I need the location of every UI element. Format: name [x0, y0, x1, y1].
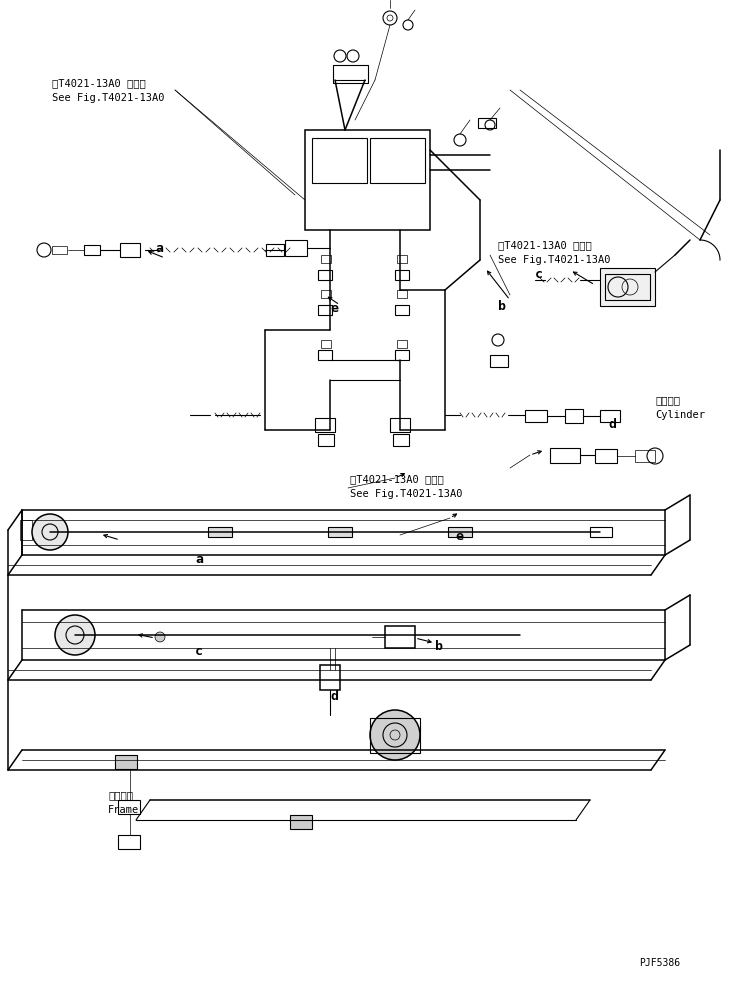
- Bar: [478, 118, 496, 128]
- Bar: [393, 434, 409, 446]
- Bar: [118, 800, 140, 814]
- Circle shape: [155, 632, 165, 642]
- Bar: [635, 450, 655, 462]
- Bar: [328, 527, 352, 537]
- Bar: [285, 240, 307, 256]
- Text: See Fig.T4021-13A0: See Fig.T4021-13A0: [350, 489, 462, 499]
- Bar: [550, 448, 580, 463]
- Text: a: a: [155, 242, 163, 255]
- Text: d: d: [608, 418, 616, 431]
- Bar: [333, 65, 368, 83]
- Text: c: c: [535, 268, 543, 281]
- Text: b: b: [498, 300, 506, 313]
- Bar: [600, 410, 620, 422]
- Text: e: e: [330, 302, 338, 315]
- Bar: [52, 246, 67, 254]
- Bar: [565, 409, 583, 423]
- Bar: [321, 290, 331, 298]
- Bar: [318, 434, 334, 446]
- Bar: [600, 268, 655, 306]
- Bar: [118, 835, 140, 849]
- Text: シリンダ: シリンダ: [655, 395, 680, 405]
- Text: e: e: [455, 530, 463, 543]
- Text: Frame: Frame: [108, 805, 139, 815]
- Text: PJF5386: PJF5386: [639, 958, 680, 968]
- Bar: [397, 340, 407, 348]
- Bar: [395, 305, 409, 315]
- Bar: [305, 130, 430, 230]
- Bar: [312, 138, 367, 183]
- Bar: [390, 418, 410, 432]
- Bar: [120, 243, 140, 257]
- Bar: [321, 255, 331, 263]
- Bar: [115, 755, 137, 769]
- Bar: [318, 270, 332, 280]
- Bar: [318, 305, 332, 315]
- Text: a: a: [195, 553, 203, 566]
- Circle shape: [55, 615, 95, 655]
- Bar: [315, 418, 335, 432]
- Text: 第T4021-13A0 図参照: 第T4021-13A0 図参照: [52, 78, 146, 88]
- Bar: [290, 815, 312, 829]
- Bar: [525, 410, 547, 422]
- Bar: [395, 270, 409, 280]
- Text: 第T4021-13A0 図参照: 第T4021-13A0 図参照: [498, 240, 592, 250]
- Circle shape: [370, 710, 420, 760]
- Text: d: d: [330, 690, 338, 703]
- Text: b: b: [435, 640, 443, 653]
- Text: c: c: [195, 645, 203, 658]
- Text: See Fig.T4021-13A0: See Fig.T4021-13A0: [52, 93, 165, 103]
- Bar: [370, 138, 425, 183]
- Circle shape: [32, 514, 68, 550]
- Bar: [395, 350, 409, 360]
- Text: See Fig.T4021-13A0: See Fig.T4021-13A0: [498, 255, 611, 265]
- Bar: [370, 718, 420, 753]
- Bar: [321, 340, 331, 348]
- Bar: [266, 244, 284, 256]
- Bar: [84, 245, 100, 255]
- Bar: [320, 665, 340, 690]
- Text: 第T4021-13A0 図参照: 第T4021-13A0 図参照: [350, 474, 444, 484]
- Bar: [385, 626, 415, 648]
- Text: Cylinder: Cylinder: [655, 410, 705, 420]
- Text: フレーム: フレーム: [108, 790, 133, 800]
- Bar: [318, 350, 332, 360]
- Bar: [397, 290, 407, 298]
- Bar: [397, 255, 407, 263]
- Bar: [605, 274, 650, 300]
- Bar: [20, 520, 32, 540]
- Bar: [590, 527, 612, 537]
- Bar: [448, 527, 472, 537]
- Bar: [490, 355, 508, 367]
- Bar: [208, 527, 232, 537]
- Bar: [595, 449, 617, 463]
